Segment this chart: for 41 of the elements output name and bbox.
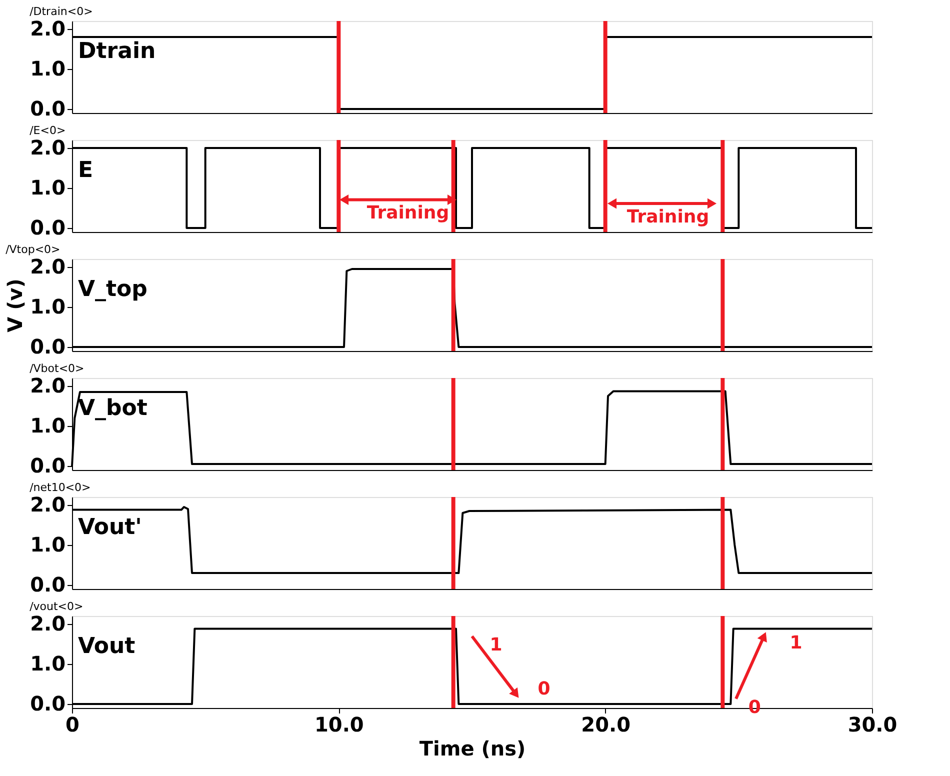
text: V_top xyxy=(78,277,148,302)
annotation: 0 xyxy=(538,678,550,700)
y-tick-label: 0.0 xyxy=(30,334,66,358)
x-tick-label: 30.0 xyxy=(848,712,898,736)
x-axis-title: Time (ns) xyxy=(419,736,526,760)
text: Vout xyxy=(78,634,136,659)
chart-title: /Vtop<0> xyxy=(6,243,60,256)
x-tick-label: 10.0 xyxy=(314,712,364,736)
y-tick-label: 2.0 xyxy=(30,136,66,160)
x-tick-label: 20.0 xyxy=(581,712,631,736)
annotation: Training xyxy=(626,206,710,228)
y-tick-label: 0.0 xyxy=(30,96,66,120)
y-tick-label: 1.0 xyxy=(30,414,66,438)
annotation: 1 xyxy=(790,632,802,654)
annotation: Training xyxy=(366,202,450,224)
y-tick-label: 2.0 xyxy=(30,612,66,636)
x-tick-label: 0 xyxy=(66,712,80,736)
y-tick-label: 0.0 xyxy=(30,692,66,716)
y-tick-label: 2.0 xyxy=(30,16,66,40)
series-label: Vout' xyxy=(78,515,142,540)
y-tick-label: 1.0 xyxy=(30,652,66,676)
chart-title: /net10<0> xyxy=(30,481,91,494)
y-tick-label: 2.0 xyxy=(30,374,66,398)
chart-title: /vout<0> xyxy=(30,600,84,613)
y-tick-label: 1.0 xyxy=(30,532,66,556)
annotation: 1 xyxy=(490,634,502,656)
chart-title: /Vbot<0> xyxy=(30,362,84,375)
series-label: V_bot xyxy=(78,396,148,421)
chart-title: /Dtrain<0> xyxy=(30,5,93,18)
y-tick-label: 0.0 xyxy=(30,572,66,596)
chart-title: /E<0> xyxy=(30,124,66,137)
y-tick-label: 0.0 xyxy=(30,216,66,240)
y-tick-label: 0.0 xyxy=(30,454,66,478)
y-tick-label: 1.0 xyxy=(30,56,66,80)
y-tick-label: 2.0 xyxy=(30,254,66,278)
y-tick-label: 1.0 xyxy=(30,176,66,200)
series-label: Dtrain xyxy=(78,39,156,64)
y-tick-label: 2.0 xyxy=(30,492,66,516)
y-tick-label: 1.0 xyxy=(30,294,66,318)
y-axis-title: V (v) xyxy=(3,278,28,332)
series-label: E xyxy=(78,158,94,183)
